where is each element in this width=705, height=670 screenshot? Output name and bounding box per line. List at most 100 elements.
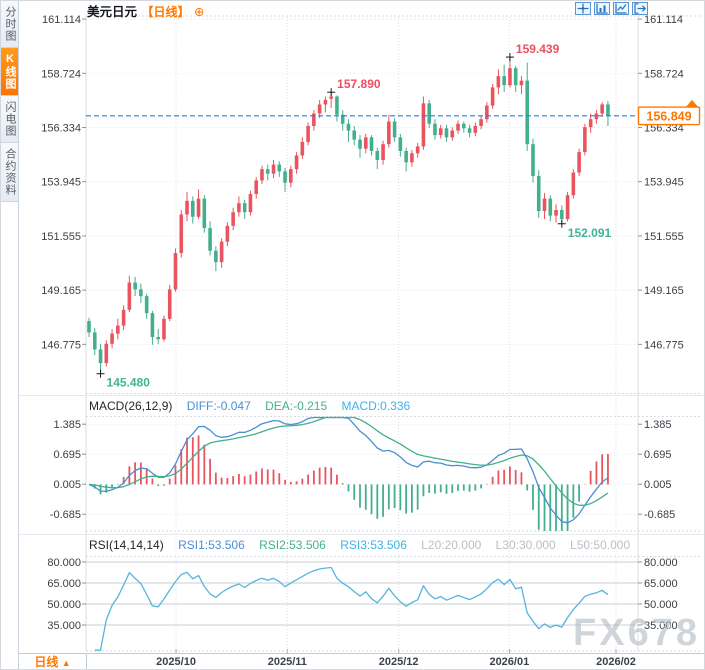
candle: [214, 246, 218, 272]
candle: [444, 124, 449, 142]
price-annotation: 157.890: [327, 77, 381, 97]
macd-dea-value: DEA:-0.215: [265, 399, 328, 413]
rsi-header: RSI(14,14,14) RSI1:53.506 RSI2:53.506 RS…: [89, 538, 634, 552]
candle: [121, 305, 126, 331]
annotation-value: 159.439: [516, 42, 560, 56]
candle: [369, 135, 374, 156]
candle: [116, 318, 120, 340]
crosshair-icon[interactable]: [575, 2, 591, 15]
candle: [531, 138, 535, 183]
candle: [456, 120, 460, 134]
add-indicator-icon[interactable]: ⊕: [193, 5, 205, 19]
current-price-tag: 156.849: [637, 99, 701, 126]
y-axis-label: 151.555: [644, 231, 684, 243]
candle: [467, 124, 472, 138]
y-axis-label: 65.000: [47, 578, 81, 590]
candle: [358, 135, 362, 158]
candle: [242, 199, 247, 220]
sidebar-item-time-chart[interactable]: 分时图: [1, 1, 18, 48]
candle: [335, 95, 339, 122]
symbol-title: 美元日元: [87, 5, 138, 19]
macd-diff-value: DIFF:-0.047: [186, 399, 251, 413]
candle: [150, 310, 155, 345]
period-badge[interactable]: 【日线】: [141, 5, 190, 19]
rsi-l50-level: L50:50.000: [570, 538, 631, 552]
candle: [536, 170, 541, 218]
candle: [340, 110, 345, 131]
y-axis-label: 158.724: [41, 68, 81, 80]
grid-layer: 161.114 161.114 158.724 158.724 156.334 156.3…: [19, 14, 704, 653]
x-axis-label: 2025/11: [267, 656, 307, 668]
price-annotation: 152.091: [557, 219, 612, 240]
y-axis-label: 80.000: [47, 557, 81, 569]
candle: [427, 99, 431, 129]
candle: [485, 102, 489, 123]
candle: [473, 122, 478, 137]
candle: [208, 221, 212, 256]
y-axis-label: 65.000: [644, 578, 678, 590]
exit-icon[interactable]: [632, 2, 648, 15]
axis-scale-icon[interactable]: [594, 2, 610, 15]
candle: [283, 167, 287, 192]
candle: [438, 124, 443, 139]
candle: [139, 283, 143, 303]
sidebar-item-contract-info[interactable]: 合约资料: [1, 143, 18, 202]
sidebar-item-kline-chart[interactable]: K线图: [1, 48, 18, 96]
y-axis-label: 156.334: [644, 123, 684, 135]
y-axis-label: 0.005: [53, 479, 81, 491]
candle: [110, 329, 114, 349]
candle: [289, 165, 293, 188]
candle: [317, 99, 322, 119]
y-axis-label: 153.945: [644, 177, 684, 189]
candle: [231, 207, 235, 231]
candle: [554, 204, 558, 223]
rsi-title: RSI(14,14,14): [89, 538, 164, 552]
x-axis-label: 2026/02: [596, 656, 636, 668]
y-axis-label: 80.000: [644, 557, 678, 569]
candle: [323, 96, 328, 113]
candle: [237, 196, 241, 217]
candle: [300, 137, 305, 159]
y-axis-label: 50.000: [47, 599, 81, 611]
candle: [381, 140, 385, 165]
macd-layer: [93, 435, 609, 531]
candle: [294, 152, 299, 174]
candle: [254, 177, 259, 199]
candle: [513, 65, 518, 92]
candle: [508, 57, 512, 88]
candle: [271, 160, 276, 179]
candle: [277, 161, 282, 178]
macd-dea-line: [88, 416, 609, 506]
candle: [525, 62, 530, 151]
y-axis-label: 1.385: [644, 419, 672, 431]
candle: [565, 191, 570, 222]
macd-hist-value: MACD:0.336: [341, 399, 411, 413]
candle: [588, 113, 593, 133]
period-selector[interactable]: 日线 ▲: [19, 654, 87, 669]
annotation-value: 145.480: [107, 376, 151, 390]
candle: [600, 102, 604, 117]
candle: [98, 343, 103, 374]
candle: [571, 169, 576, 199]
current-price-value: 156.849: [646, 109, 691, 123]
candle: [490, 84, 495, 110]
sidebar: 分时图 K线图 闪电图 合约资料: [1, 1, 19, 669]
rsi2-value: RSI2:53.506: [259, 538, 326, 552]
sidebar-item-flash-chart[interactable]: 闪电图: [1, 96, 18, 143]
y-axis-label: 0.695: [644, 449, 672, 461]
period-arrow-icon: ▲: [61, 658, 71, 668]
candle: [398, 133, 403, 157]
y-axis-label: -0.685: [50, 509, 81, 521]
candle: [415, 143, 420, 158]
candle: [144, 293, 149, 319]
candle: [162, 315, 166, 342]
candle: [583, 123, 587, 156]
x-axis-label: 2025/10: [156, 656, 196, 668]
y-axis-label: 50.000: [644, 599, 678, 611]
trend-edit-icon[interactable]: [613, 2, 629, 15]
candle: [502, 64, 506, 92]
y-axis-label: 146.775: [41, 339, 81, 351]
rsi-line: [94, 566, 609, 651]
macd-header: MACD(26,12,9) DIFF:-0.047 DEA:-0.215 MAC…: [89, 399, 634, 413]
